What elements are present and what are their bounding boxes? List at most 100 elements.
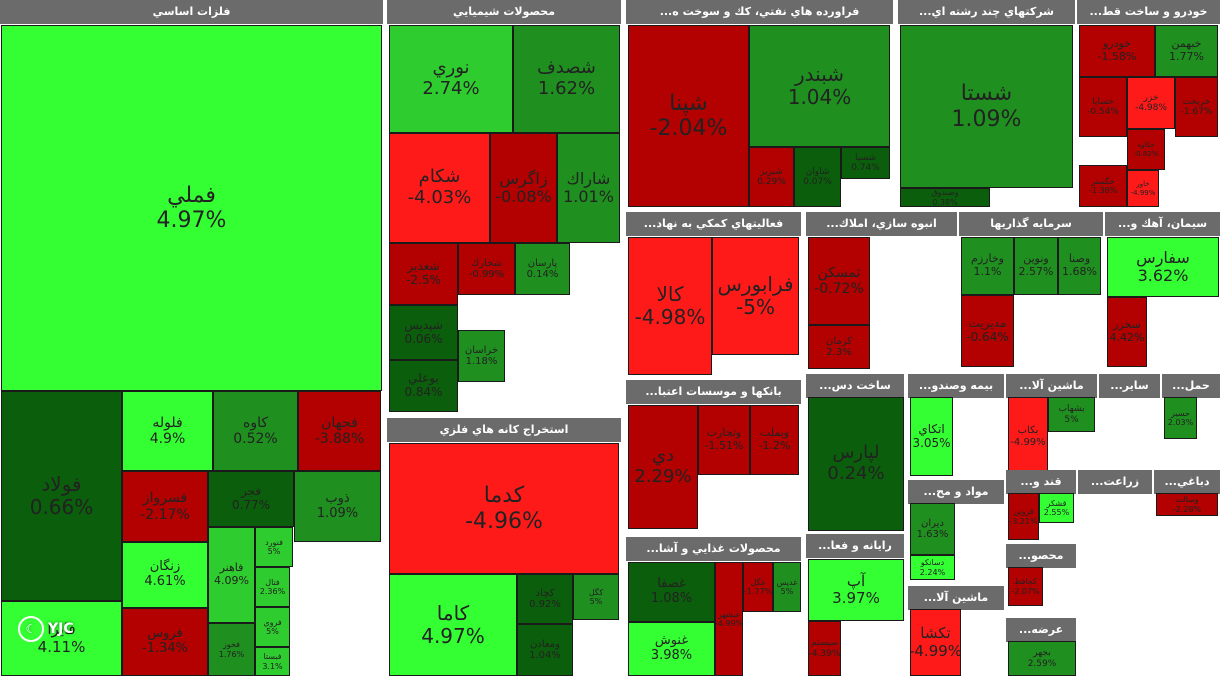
stock-tile[interactable]: فسرواز -2.17%	[122, 471, 208, 542]
stock-tile[interactable]: سخزر 4.42%	[1107, 297, 1147, 367]
stock-tile[interactable]: فولاد 0.66%	[1, 391, 122, 601]
stock-tile[interactable]: وخارزم 1.1%	[961, 237, 1014, 295]
stock-tile[interactable]: خودرو -1.58%	[1079, 25, 1155, 77]
stock-tile[interactable]: كدما -4.96%	[389, 443, 619, 574]
stock-tile[interactable]: فروس -1.34%	[122, 608, 208, 676]
stock-tile[interactable]: آپ 3.97%	[808, 559, 904, 621]
stock-tile[interactable]: وتجارت -1.51%	[698, 405, 750, 475]
stock-tile[interactable]: فملي 4.97%	[1, 25, 382, 391]
stock-tile[interactable]: شبريز 0.29%	[749, 147, 794, 207]
stock-tile[interactable]: اتكاي 3.05%	[910, 397, 953, 476]
stock-tile[interactable]: غديس 5%	[773, 562, 801, 612]
sector-title[interactable]: بيمه وصندو...	[908, 374, 1004, 398]
sector-title[interactable]: سيمان، آهك و...	[1105, 212, 1220, 236]
stock-tile[interactable]: فلوله 4.9%	[122, 391, 213, 471]
stock-tile[interactable]: دسانكو 2.24%	[910, 555, 955, 580]
sector-title[interactable]: محصو...	[1006, 544, 1076, 568]
stock-tile[interactable]: خكاوه -0.82%	[1127, 129, 1165, 170]
stock-tile[interactable]: ونوين 2.57%	[1014, 237, 1058, 295]
stock-tile[interactable]: شصدف 1.62%	[513, 25, 620, 133]
sector-title[interactable]: ماشين آلا...	[1006, 374, 1097, 398]
stock-tile[interactable]: ثمسكن -0.72%	[808, 237, 870, 325]
stock-tile[interactable]: كالا -4.98%	[628, 237, 712, 375]
stock-tile[interactable]: زنگان 4.61%	[122, 542, 208, 608]
stock-tile[interactable]: قشكر 2.55%	[1039, 493, 1074, 523]
sector-title[interactable]: حمل...	[1162, 374, 1220, 398]
stock-tile[interactable]: فرابورس -5%	[712, 237, 799, 355]
stock-tile[interactable]: سيستم -4.39%	[808, 621, 841, 676]
stock-tile[interactable]: وصنا 1.68%	[1058, 237, 1101, 295]
stock-tile[interactable]: مديريت -0.64%	[961, 295, 1014, 367]
stock-tile[interactable]: فخوز 1.76%	[208, 623, 255, 676]
stock-tile[interactable]: كگل 5%	[573, 574, 619, 620]
sector-title[interactable]: خودرو و ساخت قط...	[1077, 0, 1220, 24]
stock-tile[interactable]: شپديس 0.06%	[389, 305, 458, 360]
stock-tile[interactable]: كاوه 0.52%	[213, 391, 298, 471]
stock-tile[interactable]: وصندوق 0.38%	[900, 188, 990, 207]
stock-tile[interactable]: شغدير -2.5%	[389, 243, 458, 305]
stock-tile[interactable]: شخارك -0.99%	[458, 243, 515, 295]
stock-tile[interactable]: وسالت -2.28%	[1156, 493, 1218, 516]
stock-tile[interactable]: بوعلي 0.84%	[389, 360, 458, 412]
stock-tile[interactable]: ذوب 1.09%	[294, 471, 381, 542]
sector-title[interactable]: مواد و مح...	[908, 480, 1004, 504]
stock-tile[interactable]: قزوين -3.21%	[1008, 493, 1039, 540]
sector-title[interactable]: ماشين آلا...	[908, 586, 1004, 610]
sector-title[interactable]: قند و...	[1006, 470, 1076, 494]
stock-tile[interactable]: سفارس 3.62%	[1107, 237, 1219, 297]
stock-tile[interactable]: خساپا -0.54%	[1079, 77, 1127, 137]
stock-tile[interactable]: شاوان 0.07%	[794, 147, 841, 207]
stock-tile[interactable]: ومعادن 1.04%	[517, 624, 573, 676]
sector-title[interactable]: ساخت دس...	[806, 374, 904, 398]
stock-tile[interactable]: خريخت -1.67%	[1175, 77, 1218, 137]
stock-tile[interactable]: غنوش 3.98%	[628, 622, 715, 676]
stock-tile[interactable]: فروي 5%	[255, 607, 290, 647]
sector-title[interactable]: سرمايه گذاريها	[959, 212, 1103, 236]
stock-tile[interactable]: شكام -4.03%	[389, 133, 490, 243]
sector-title[interactable]: فلزات اساسي	[0, 0, 383, 24]
stock-tile[interactable]: فجر 0.77%	[208, 471, 294, 527]
stock-tile[interactable]: حسير 2.03%	[1164, 397, 1197, 439]
stock-tile[interactable]: خاور -4.99%	[1127, 170, 1159, 207]
stock-tile[interactable]: شبندر 1.04%	[749, 25, 890, 147]
stock-tile[interactable]: زاگرس -0.08%	[490, 133, 557, 243]
stock-tile[interactable]: فاهنر 4.09%	[208, 527, 255, 623]
stock-tile[interactable]: خگستر -1.38%	[1079, 165, 1127, 207]
stock-tile[interactable]: بجهر 2.59%	[1008, 641, 1076, 676]
stock-tile[interactable]: شپنا -2.04%	[628, 25, 749, 207]
stock-tile[interactable]: غگل -1.77%	[743, 562, 773, 612]
sector-title[interactable]: عرضه...	[1006, 618, 1076, 642]
sector-title[interactable]: فراورده هاي نفتي، كك و سوخت ه...	[626, 0, 893, 24]
stock-tile[interactable]: فبستا 3.1%	[255, 647, 290, 676]
stock-tile[interactable]: خزر -4.98%	[1127, 77, 1175, 129]
stock-tile[interactable]: كاما 4.97%	[389, 574, 517, 676]
stock-tile[interactable]: تكشا -4.99%	[910, 609, 961, 676]
sector-title[interactable]: بانكها و موسسات اعتبا...	[626, 380, 801, 404]
sector-title[interactable]: محصولات شيميايي	[387, 0, 621, 24]
stock-tile[interactable]: غصفا 1.08%	[628, 562, 715, 622]
sector-title[interactable]: استخراج كانه هاي فلزي	[387, 418, 621, 442]
sector-title[interactable]: ساير...	[1099, 374, 1160, 398]
sector-title[interactable]: انبوه سازي، املاك...	[806, 212, 957, 236]
sector-title[interactable]: زراعت...	[1078, 470, 1152, 494]
stock-tile[interactable]: شستا 1.09%	[900, 25, 1073, 188]
stock-tile[interactable]: ديران 1.63%	[910, 503, 955, 555]
stock-tile[interactable]: پارسان 0.14%	[515, 243, 570, 295]
stock-tile[interactable]: نوري 2.74%	[389, 25, 513, 133]
sector-title[interactable]: شركتهاي چند رشته اي...	[898, 0, 1075, 24]
sector-title[interactable]: محصولات غذايي و آشا...	[626, 537, 801, 561]
stock-tile[interactable]: فنورد 5%	[255, 527, 293, 567]
sector-title[interactable]: دباغي...	[1154, 470, 1220, 494]
sector-title[interactable]: رايانه و فعا...	[806, 534, 904, 558]
stock-tile[interactable]: وبملت -1.2%	[750, 405, 799, 475]
sector-title[interactable]: فعاليتهاي كمكي به نهاد...	[626, 212, 801, 236]
stock-tile[interactable]: شسپا 0.74%	[841, 147, 890, 179]
stock-tile[interactable]: خبهمن 1.77%	[1155, 25, 1218, 77]
stock-tile[interactable]: بكاب -4.99%	[1008, 397, 1048, 476]
stock-tile[interactable]: كحافظ -2.07%	[1008, 567, 1043, 606]
stock-tile[interactable]: كرمان 2.3%	[808, 325, 870, 369]
stock-tile[interactable]: دي 2.29%	[628, 405, 698, 529]
stock-tile[interactable]: خراسان 1.18%	[458, 330, 505, 382]
stock-tile[interactable]: فتال 2.36%	[255, 567, 290, 607]
stock-tile[interactable]: بشهاب 5%	[1048, 397, 1095, 432]
